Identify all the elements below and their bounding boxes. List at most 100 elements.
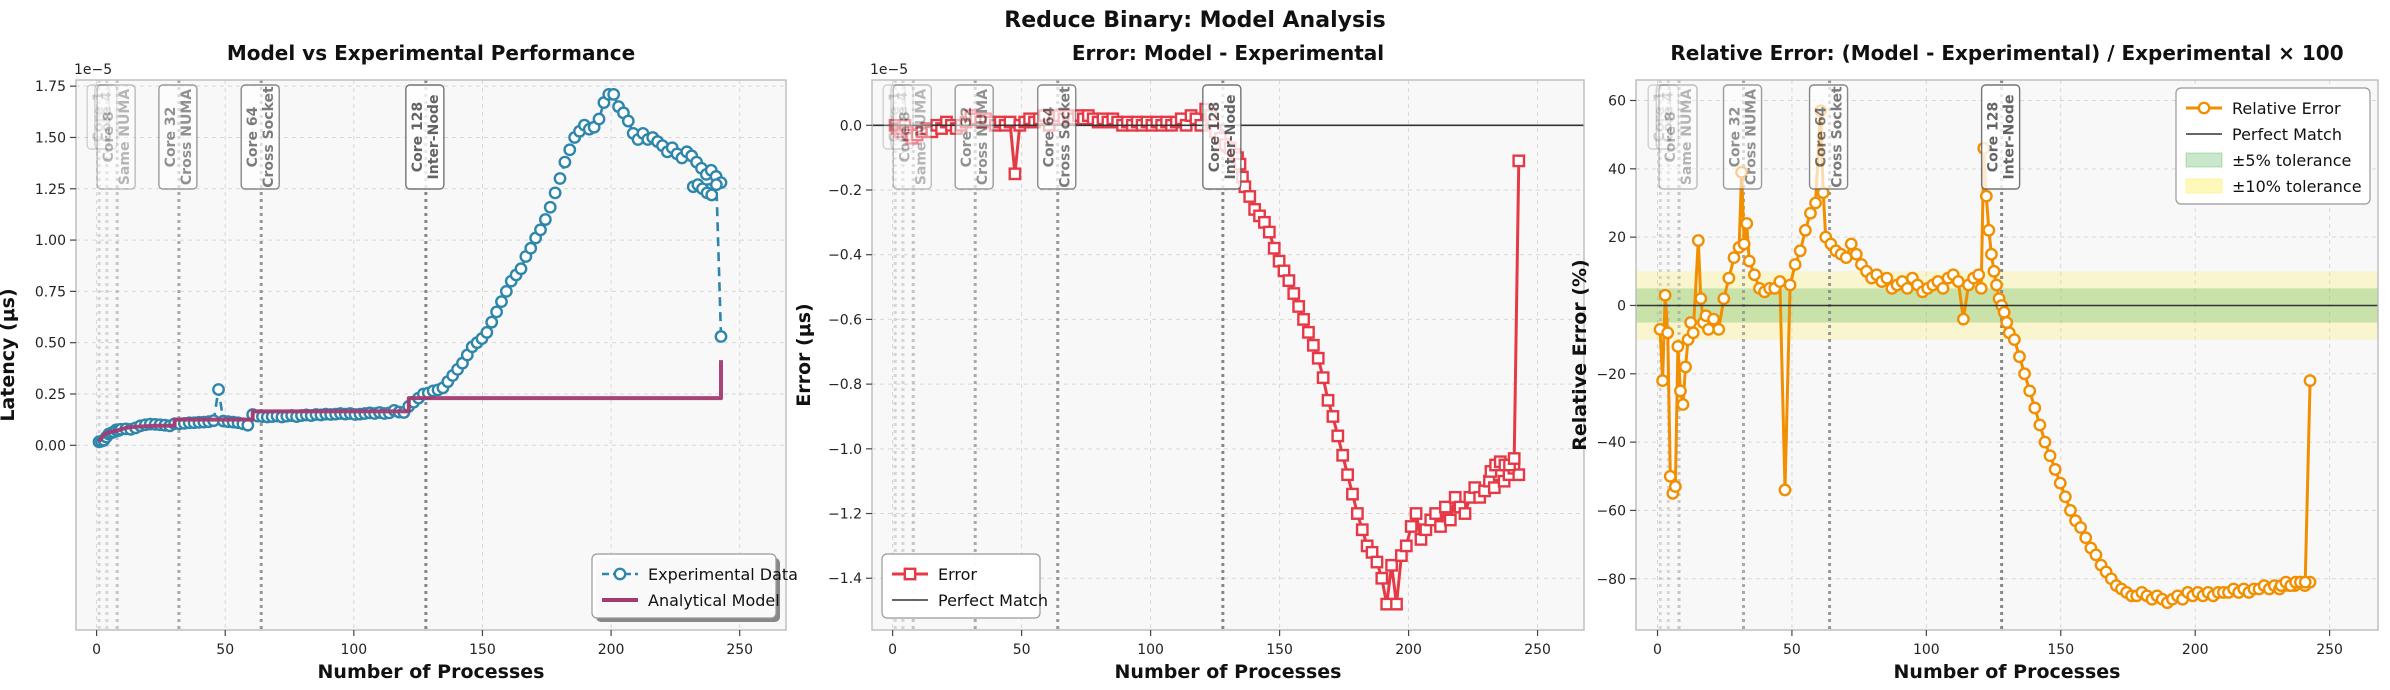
data-point <box>2043 449 2057 463</box>
data-point <box>1302 325 1315 339</box>
data-point <box>490 305 503 319</box>
data-point <box>2303 374 2317 388</box>
data-point <box>1985 247 1998 261</box>
data-point <box>1375 571 1389 585</box>
x-tick-label: 50 <box>1013 642 1031 658</box>
data-point <box>1717 292 1731 306</box>
legend-swatch <box>2185 178 2223 194</box>
y-tick-label: −60 <box>1596 503 1626 519</box>
data-point <box>1262 225 1276 239</box>
data-point <box>1306 338 1320 352</box>
data-point <box>2074 521 2088 534</box>
x-tick-label: 200 <box>598 642 625 658</box>
data-point <box>2038 435 2052 449</box>
threshold-label-box <box>1037 84 1077 190</box>
data-point <box>212 383 225 396</box>
data-point <box>485 315 499 329</box>
data-point <box>1663 469 1677 483</box>
panel-title: Model vs Experimental Performance <box>227 41 635 65</box>
data-point <box>1798 223 1812 237</box>
legend-label: Experimental Data <box>648 565 798 584</box>
data-point <box>1316 371 1330 385</box>
data-point <box>1694 292 1708 306</box>
data-point <box>2048 463 2062 476</box>
data-point <box>2064 504 2077 517</box>
data-point <box>2007 333 2021 347</box>
threshold-label-text: Core 128 <box>1207 102 1223 172</box>
y-tick-label: 0 <box>1617 298 1626 314</box>
data-point <box>2079 531 2093 545</box>
data-point <box>495 295 508 309</box>
data-point <box>1778 483 1792 497</box>
data-point <box>1512 154 1526 168</box>
threshold-label-text: Core 1 <box>1652 92 1668 143</box>
data-point <box>1439 500 1452 514</box>
data-point <box>1676 398 1690 411</box>
x-tick-label: 250 <box>1524 642 1551 658</box>
y-tick-label: 0.0 <box>840 118 862 134</box>
data-point <box>534 223 547 237</box>
y-tick-label: −1.4 <box>828 571 862 587</box>
data-point <box>480 326 494 339</box>
threshold-label-text: Core 64 <box>1814 106 1830 167</box>
data-point <box>1679 360 1692 374</box>
threshold-annotation: Core 1 <box>86 84 110 150</box>
data-point <box>538 213 552 226</box>
x-axis-label: Number of Processes <box>1115 661 1342 683</box>
threshold-label-text: Same NUMA <box>1679 89 1695 186</box>
threshold-label-text: Core 4 <box>895 91 911 142</box>
data-point <box>553 172 567 185</box>
threshold-label-box <box>890 84 914 150</box>
data-point <box>1267 241 1281 255</box>
legend: Error Perfect Match <box>881 553 1048 619</box>
data-point <box>1982 223 1996 237</box>
data-point <box>1972 268 1986 282</box>
legend-label: Error <box>938 565 977 584</box>
threshold-label-text: Inter-Node <box>1223 95 1239 180</box>
y-tick-label: 20 <box>1608 230 1626 246</box>
legend-item: Analytical Model <box>602 591 780 610</box>
y-axis-label: Latency (μs) <box>0 288 19 421</box>
x-tick-label: 0 <box>92 642 101 658</box>
threshold-label-box <box>86 84 110 150</box>
data-point <box>2018 367 2031 381</box>
threshold-label-text: Core 64 <box>1042 106 1058 167</box>
data-point <box>499 284 513 298</box>
y-tick-label: 40 <box>1608 162 1626 178</box>
data-point <box>1668 480 1682 493</box>
data-point <box>1287 287 1301 300</box>
data-point <box>2053 476 2067 490</box>
y-tick-label: −1.0 <box>828 442 862 458</box>
threshold-label-box <box>1202 84 1242 190</box>
y-tick-label: 0.25 <box>35 387 66 403</box>
data-point <box>1747 268 1761 282</box>
series-line <box>97 360 723 443</box>
panel-title: Relative Error: (Model - Experimental) /… <box>1670 41 2343 65</box>
legend-item: Perfect Match <box>2186 125 2342 144</box>
y-offset-label: 1e−5 <box>74 62 112 78</box>
data-point <box>2000 316 2014 329</box>
threshold-label-box <box>954 84 994 190</box>
data-point <box>1331 429 1345 443</box>
data-point <box>524 241 538 255</box>
y-tick-label: 1.75 <box>35 79 66 95</box>
threshold-label-box <box>882 84 906 150</box>
data-point <box>1997 305 2011 319</box>
data-point <box>607 87 621 101</box>
data-point <box>1390 597 1403 611</box>
threshold-annotation: Core 8 Same NUMA <box>96 84 136 190</box>
data-point <box>1979 189 1993 203</box>
legend-label: Analytical Model <box>648 591 780 610</box>
threshold-label-box <box>94 84 118 150</box>
plot-frame <box>75 79 787 631</box>
threshold-label-box <box>1658 84 1698 190</box>
x-tick-label: 100 <box>340 642 367 658</box>
data-point <box>1658 288 1672 302</box>
data-point <box>1346 487 1359 501</box>
x-axis-label: Number of Processes <box>1894 661 2121 683</box>
data-point <box>1434 520 1447 533</box>
data-point <box>1737 237 1751 251</box>
data-point <box>1512 468 1526 482</box>
